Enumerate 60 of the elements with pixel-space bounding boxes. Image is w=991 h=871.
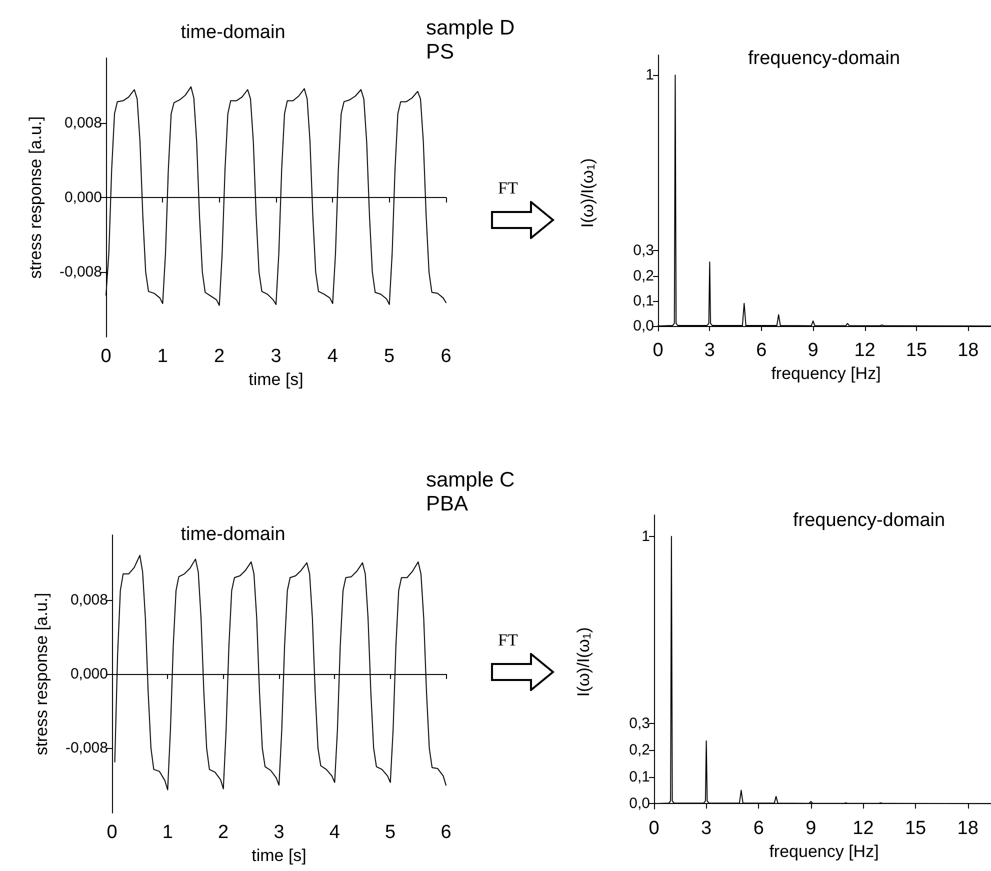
x-tick-label: 6 [440, 346, 452, 367]
x-axis-title: frequency [Hz] [771, 364, 881, 383]
x-tick-label: 2 [214, 346, 225, 367]
x-tick-label: 2 [218, 822, 229, 843]
x-tick-label: 5 [385, 822, 396, 843]
y-tick-label: 0,1 [629, 768, 650, 786]
x-tick-label: 18 [957, 818, 978, 839]
x-tick-label: 3 [701, 818, 712, 839]
chart-title: time-domain [180, 524, 286, 545]
y-axis-title: I(ω)/I(ω1) [578, 158, 598, 228]
x-tick-label: 9 [808, 340, 818, 361]
y-tick-label: 0,000 [64, 189, 102, 206]
x-axis-title: time [s] [252, 846, 306, 865]
text: FT [498, 630, 518, 650]
x-tick-label: 6 [440, 822, 452, 843]
text: FT [498, 178, 518, 198]
x-tick-label: 9 [806, 818, 816, 839]
x-tick-label: 12 [854, 340, 876, 361]
y-tick-label: 1 [646, 66, 654, 84]
y-axis-title: stress response [a.u.] [26, 116, 45, 279]
annotation: sample D PS [426, 16, 515, 64]
y-tick-label: 0,2 [633, 267, 654, 284]
y-tick-label: 0,3 [629, 714, 650, 732]
chart-title: frequency-domain [748, 48, 900, 69]
chart-title: time-domain [180, 22, 286, 43]
x-tick-label: 4 [329, 822, 340, 843]
x-tick-label: 1 [162, 822, 173, 843]
y-tick-label: 0,1 [633, 292, 654, 310]
x-tick-label: 0 [106, 822, 118, 843]
y-tick-label: 0,3 [633, 242, 654, 260]
x-tick-label: 6 [753, 818, 764, 839]
x-tick-label: 3 [274, 822, 284, 843]
y-tick-label: 0,2 [629, 742, 650, 759]
x-axis-title: time [s] [248, 370, 304, 389]
y-tick-label: 0,008 [70, 591, 108, 608]
y-tick-label: -0,008 [59, 263, 102, 280]
chart-title: frequency-domain [793, 510, 946, 531]
y-tick-label: 0,0 [633, 317, 654, 334]
x-tick-label: 6 [756, 340, 767, 361]
y-axis-title: stress response [a.u.] [32, 592, 51, 756]
y-tick-label: 0,008 [64, 114, 102, 132]
x-tick-label: 5 [384, 346, 395, 367]
x-tick-label: 0 [652, 340, 664, 361]
x-tick-label: 15 [904, 818, 926, 839]
y-tick-label: -0,008 [65, 740, 108, 757]
y-tick-label: 1 [642, 528, 650, 545]
y-tick-label: 0,000 [70, 666, 108, 682]
x-tick-label: 3 [270, 346, 282, 367]
x-tick-label: 12 [852, 818, 874, 839]
text: sample C PBA [426, 468, 515, 516]
y-axis-title: I(ω)/I(ω1) [574, 627, 594, 697]
x-tick-label: 18 [958, 340, 979, 361]
x-axis-title: frequency [Hz] [769, 842, 879, 861]
x-tick-label: 1 [157, 346, 168, 367]
x-tick-label: 3 [704, 340, 715, 361]
x-tick-label: 4 [327, 346, 338, 367]
x-tick-label: 15 [906, 340, 928, 361]
x-tick-label: 0 [648, 818, 660, 839]
x-tick-label: 0 [100, 346, 112, 367]
y-tick-label: 0,0 [629, 795, 650, 812]
